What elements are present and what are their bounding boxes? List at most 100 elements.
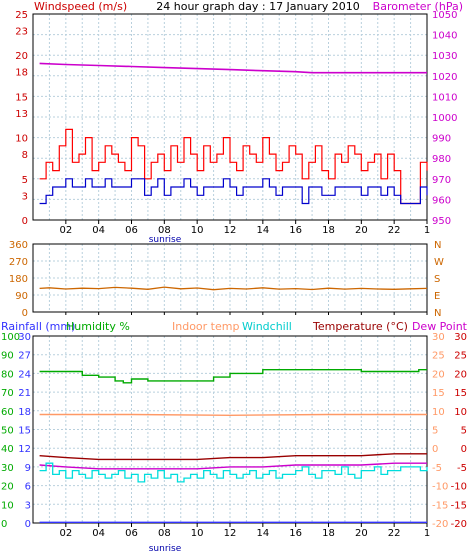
temp-xtick-label: 10 bbox=[191, 528, 204, 539]
temp-far-right-tick-label: 30 bbox=[454, 332, 467, 343]
wind-gust-line bbox=[39, 128, 428, 205]
humidity-tick-label: 40 bbox=[1, 444, 14, 455]
barometer-tick-label: 1030 bbox=[432, 51, 457, 62]
wind-xtick-label: 22 bbox=[388, 225, 401, 236]
barometer-tick-label: 960 bbox=[432, 195, 451, 206]
legend-temperature: Temperature (°C) bbox=[312, 320, 408, 333]
temp-xtick-label: 04 bbox=[92, 528, 105, 539]
wind-barometer-panel: 0358101315182023259509609709809901000101… bbox=[15, 10, 457, 236]
humidity-tick-label: 50 bbox=[1, 426, 14, 437]
compass-label: N bbox=[434, 240, 441, 251]
temp-right-tick-label: 15 bbox=[432, 388, 445, 399]
barometer-tick-label: 1050 bbox=[432, 10, 457, 21]
rainfall-tick-label: 18 bbox=[18, 407, 31, 418]
rainfall-tick-label: 30 bbox=[18, 332, 31, 343]
direction-tick-label: 270 bbox=[9, 257, 28, 268]
wind-speed-line bbox=[39, 178, 428, 205]
temp-right-tick-label: -5 bbox=[432, 463, 442, 474]
temp-xtick-label: 14 bbox=[256, 528, 269, 539]
direction-tick-label: 0 bbox=[22, 308, 28, 319]
humidity-tick-label: 30 bbox=[1, 463, 14, 474]
legend-dew-point: Dew Point bbox=[412, 320, 468, 333]
temp-far-right-tick-label: 15 bbox=[454, 388, 467, 399]
wind-xtick-label: 20 bbox=[355, 225, 368, 236]
humidity-tick-label: 80 bbox=[1, 369, 14, 380]
temp-xtick-label: 02 bbox=[59, 528, 72, 539]
barometer-tick-label: 1020 bbox=[432, 72, 457, 83]
wind-direction-line bbox=[39, 286, 428, 291]
temp-right-tick-label: 25 bbox=[432, 351, 445, 362]
humidity-tick-label: 10 bbox=[1, 500, 14, 511]
compass-label: N bbox=[434, 308, 441, 319]
temp-right-tick-label: 10 bbox=[432, 407, 445, 418]
temp-xtick-label: 08 bbox=[158, 528, 171, 539]
windspeed-tick-label: 15 bbox=[15, 92, 28, 103]
temp-far-right-tick-label: 20 bbox=[454, 369, 467, 380]
temp-far-right-tick-label: 5 bbox=[461, 426, 467, 437]
temp-xtick-label: 20 bbox=[355, 528, 368, 539]
chart-title: 24 hour graph day : 17 January 2010 bbox=[156, 0, 360, 13]
humidity-tick-label: 100 bbox=[1, 332, 20, 343]
rainfall-tick-label: 12 bbox=[18, 444, 31, 455]
temp-right-tick-label: -15 bbox=[432, 500, 448, 511]
temp-right-tick-label: 0 bbox=[432, 444, 438, 455]
wind-xtick-label: 04 bbox=[92, 225, 105, 236]
wind-xtick-label: 10 bbox=[191, 225, 204, 236]
rainfall-tick-label: 21 bbox=[18, 388, 31, 399]
legend-windchill: Windchill bbox=[242, 320, 292, 333]
temp-xtick-label: 06 bbox=[125, 528, 138, 539]
temp-far-right-tick-label: 10 bbox=[454, 407, 467, 418]
windspeed-tick-label: 20 bbox=[15, 51, 28, 62]
wind-xtick-label: 06 bbox=[125, 225, 138, 236]
wind-xtick-label: 16 bbox=[289, 225, 302, 236]
wind-xtick-label: 1 bbox=[424, 225, 430, 236]
temperature-humidity-panel: 0102030405060708090100036912151821242730… bbox=[1, 332, 467, 539]
barometer-tick-label: 1010 bbox=[432, 92, 457, 103]
temp-far-right-tick-label: 25 bbox=[454, 351, 467, 362]
temp-xtick-label: 22 bbox=[388, 528, 401, 539]
compass-label: W bbox=[434, 257, 444, 268]
temp-far-right-tick-label: -5 bbox=[457, 463, 467, 474]
humidity-tick-label: 20 bbox=[1, 482, 14, 493]
humidity-tick-label: 0 bbox=[1, 519, 7, 530]
windspeed-tick-label: 13 bbox=[15, 109, 28, 120]
barometer-tick-label: 970 bbox=[432, 175, 451, 186]
barometer-tick-label: 990 bbox=[432, 134, 451, 145]
rainfall-tick-label: 27 bbox=[18, 351, 31, 362]
windspeed-tick-label: 5 bbox=[22, 175, 28, 186]
temp-xtick-label: 12 bbox=[224, 528, 237, 539]
temp-right-tick-label: 20 bbox=[432, 369, 445, 380]
barometer-tick-label: 1000 bbox=[432, 113, 457, 124]
barometer-line bbox=[39, 62, 427, 74]
legend-indoor-temp: Indoor temp bbox=[172, 320, 239, 333]
temp-far-right-tick-label: -10 bbox=[451, 482, 467, 493]
temp-right-tick-label: 5 bbox=[432, 426, 438, 437]
rainfall-tick-label: 9 bbox=[25, 463, 31, 474]
barometer-tick-label: 1040 bbox=[432, 31, 457, 42]
direction-tick-label: 90 bbox=[15, 291, 28, 302]
compass-label: S bbox=[434, 274, 440, 285]
dew-point-line bbox=[39, 462, 427, 470]
windspeed-tick-label: 25 bbox=[15, 10, 28, 21]
rainfall-tick-label: 24 bbox=[18, 369, 31, 380]
barometer-axis-label: Barometer (hPa) bbox=[373, 0, 463, 13]
wind-xtick-label: 18 bbox=[322, 225, 335, 236]
windspeed-tick-label: 8 bbox=[22, 150, 28, 161]
windspeed-tick-label: 0 bbox=[22, 216, 28, 227]
wind-xtick-label: 08 bbox=[158, 225, 171, 236]
temp-far-right-tick-label: -20 bbox=[451, 519, 467, 530]
temp-right-tick-label: -20 bbox=[432, 519, 448, 530]
windchill-line bbox=[39, 462, 428, 483]
humidity-line bbox=[39, 369, 427, 384]
sunrise-label-top: sunrise bbox=[149, 235, 182, 245]
rainfall-tick-label: 3 bbox=[25, 500, 31, 511]
windspeed-tick-label: 18 bbox=[15, 68, 28, 79]
humidity-tick-label: 60 bbox=[1, 407, 14, 418]
temp-xtick-label: 18 bbox=[322, 528, 335, 539]
wind-xtick-label: 12 bbox=[224, 225, 237, 236]
direction-tick-label: 360 bbox=[9, 240, 28, 251]
direction-tick-label: 180 bbox=[9, 274, 28, 285]
